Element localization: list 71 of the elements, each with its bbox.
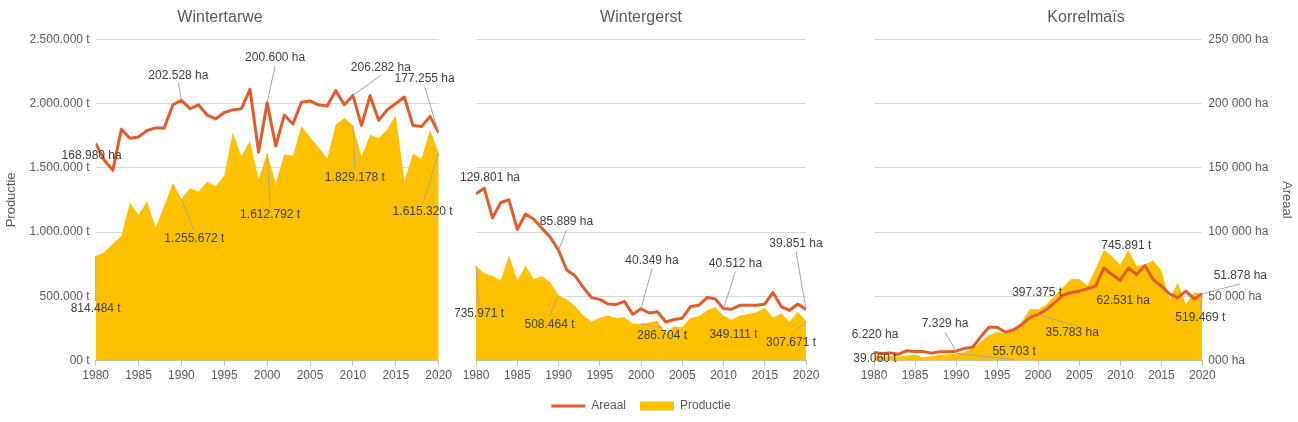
data-label: 51.878 ha bbox=[1213, 268, 1268, 283]
data-label: 39.851 ha bbox=[769, 235, 824, 250]
y2-tick-label: 250 000 ha bbox=[1208, 31, 1269, 46]
x-tick-label: 2015 bbox=[1147, 368, 1175, 383]
x-tick-label: 2020 bbox=[1188, 368, 1217, 383]
data-label: 1.255.672 t bbox=[164, 231, 226, 246]
x-tick-label: 1990 bbox=[942, 368, 970, 383]
x-tick-label: 2005 bbox=[1065, 368, 1093, 383]
data-label: 55.703 t bbox=[992, 343, 1037, 358]
data-label: 40.349 ha bbox=[625, 253, 680, 268]
data-label: 6.220 ha bbox=[851, 326, 899, 341]
x-tick-label: 2005 bbox=[296, 368, 324, 383]
chart-title: Korrelmaïs bbox=[1047, 8, 1125, 26]
data-label: 202.528 ha bbox=[148, 67, 209, 82]
x-tick-label: 2000 bbox=[1024, 368, 1052, 383]
data-label: 206.282 ha bbox=[350, 59, 412, 74]
data-label: 7.329 ha bbox=[921, 316, 969, 331]
x-tick-label: 2000 bbox=[627, 368, 655, 383]
data-label: 200.600 ha bbox=[245, 50, 306, 65]
y-tick-label: 2.000.000 t bbox=[29, 95, 91, 110]
data-label: 745.891 t bbox=[1101, 238, 1152, 253]
data-label: 1.612.792 t bbox=[240, 206, 301, 221]
x-tick-label: 1990 bbox=[168, 368, 196, 383]
legend-label: Areaal bbox=[591, 398, 626, 413]
y-tick-label: 00 t bbox=[69, 352, 91, 367]
x-tick-label: 1985 bbox=[503, 368, 531, 383]
data-label: 35.783 ha bbox=[1045, 324, 1100, 339]
x-tick-label: 2020 bbox=[792, 368, 820, 383]
x-tick-label: 2005 bbox=[668, 368, 696, 383]
data-label: 349.111 t bbox=[709, 327, 759, 342]
x-tick-label: 2010 bbox=[339, 368, 367, 383]
y-tick-label: 1.500.000 t bbox=[29, 160, 91, 175]
x-tick-label: 2000 bbox=[253, 368, 281, 383]
data-label: 508.464 t bbox=[524, 316, 576, 331]
y2-tick-label: 50 000 ha bbox=[1208, 288, 1263, 303]
x-tick-label: 2015 bbox=[382, 368, 410, 383]
data-label: 397.375 t bbox=[1012, 284, 1063, 299]
x-tick-label: 1995 bbox=[210, 368, 238, 383]
data-label: 85.889 ha bbox=[539, 214, 594, 229]
x-tick-label: 1980 bbox=[462, 368, 490, 383]
legend-label: Productie bbox=[680, 398, 732, 413]
chart-title: Wintertarwe bbox=[177, 8, 263, 26]
data-label: 40.512 ha bbox=[708, 255, 763, 270]
data-label: 286.704 t bbox=[636, 328, 688, 343]
y2-tick-label: 000 ha bbox=[1208, 352, 1246, 367]
x-tick-label: 1995 bbox=[983, 368, 1011, 383]
y2-axis-title: Areaal bbox=[1279, 181, 1295, 219]
data-label: 39.060 t bbox=[853, 350, 898, 365]
data-label: 177.255 ha bbox=[394, 71, 456, 86]
data-label: 735.971 t bbox=[453, 306, 505, 321]
x-tick-label: 1990 bbox=[545, 368, 573, 383]
x-tick-label: 1985 bbox=[125, 368, 153, 383]
y2-tick-label: 150 000 ha bbox=[1208, 160, 1269, 175]
y-tick-label: 2.500.000 t bbox=[29, 31, 91, 46]
x-tick-label: 2015 bbox=[751, 368, 779, 383]
x-tick-label: 2020 bbox=[425, 368, 453, 383]
y-tick-label: 1.000.000 t bbox=[29, 224, 91, 239]
data-label: 62.531 ha bbox=[1096, 292, 1151, 307]
data-label: 1.829.178 t bbox=[324, 169, 386, 184]
x-tick-label: 1985 bbox=[901, 368, 929, 383]
x-tick-label: 2010 bbox=[710, 368, 738, 383]
y2-tick-label: 200 000 ha bbox=[1208, 95, 1269, 110]
y-tick-label: 500.000 t bbox=[39, 288, 91, 303]
x-tick-label: 1995 bbox=[586, 368, 614, 383]
x-tick-label: 2010 bbox=[1106, 368, 1134, 383]
data-label: 129.801 ha bbox=[459, 170, 521, 185]
y2-tick-label: 100 000 ha bbox=[1208, 224, 1269, 239]
y-axis-title: Productie bbox=[3, 172, 19, 228]
x-tick-label: 1980 bbox=[82, 368, 110, 383]
x-tick-label: 1980 bbox=[860, 368, 888, 383]
chart-title: Wintergerst bbox=[600, 8, 683, 26]
